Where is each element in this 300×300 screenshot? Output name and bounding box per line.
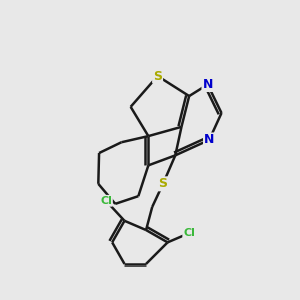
Text: Cl: Cl: [183, 228, 195, 238]
Text: N: N: [202, 78, 213, 91]
Text: S: S: [158, 177, 167, 190]
Text: Cl: Cl: [100, 196, 112, 206]
Text: N: N: [204, 134, 214, 146]
Text: S: S: [153, 70, 162, 83]
